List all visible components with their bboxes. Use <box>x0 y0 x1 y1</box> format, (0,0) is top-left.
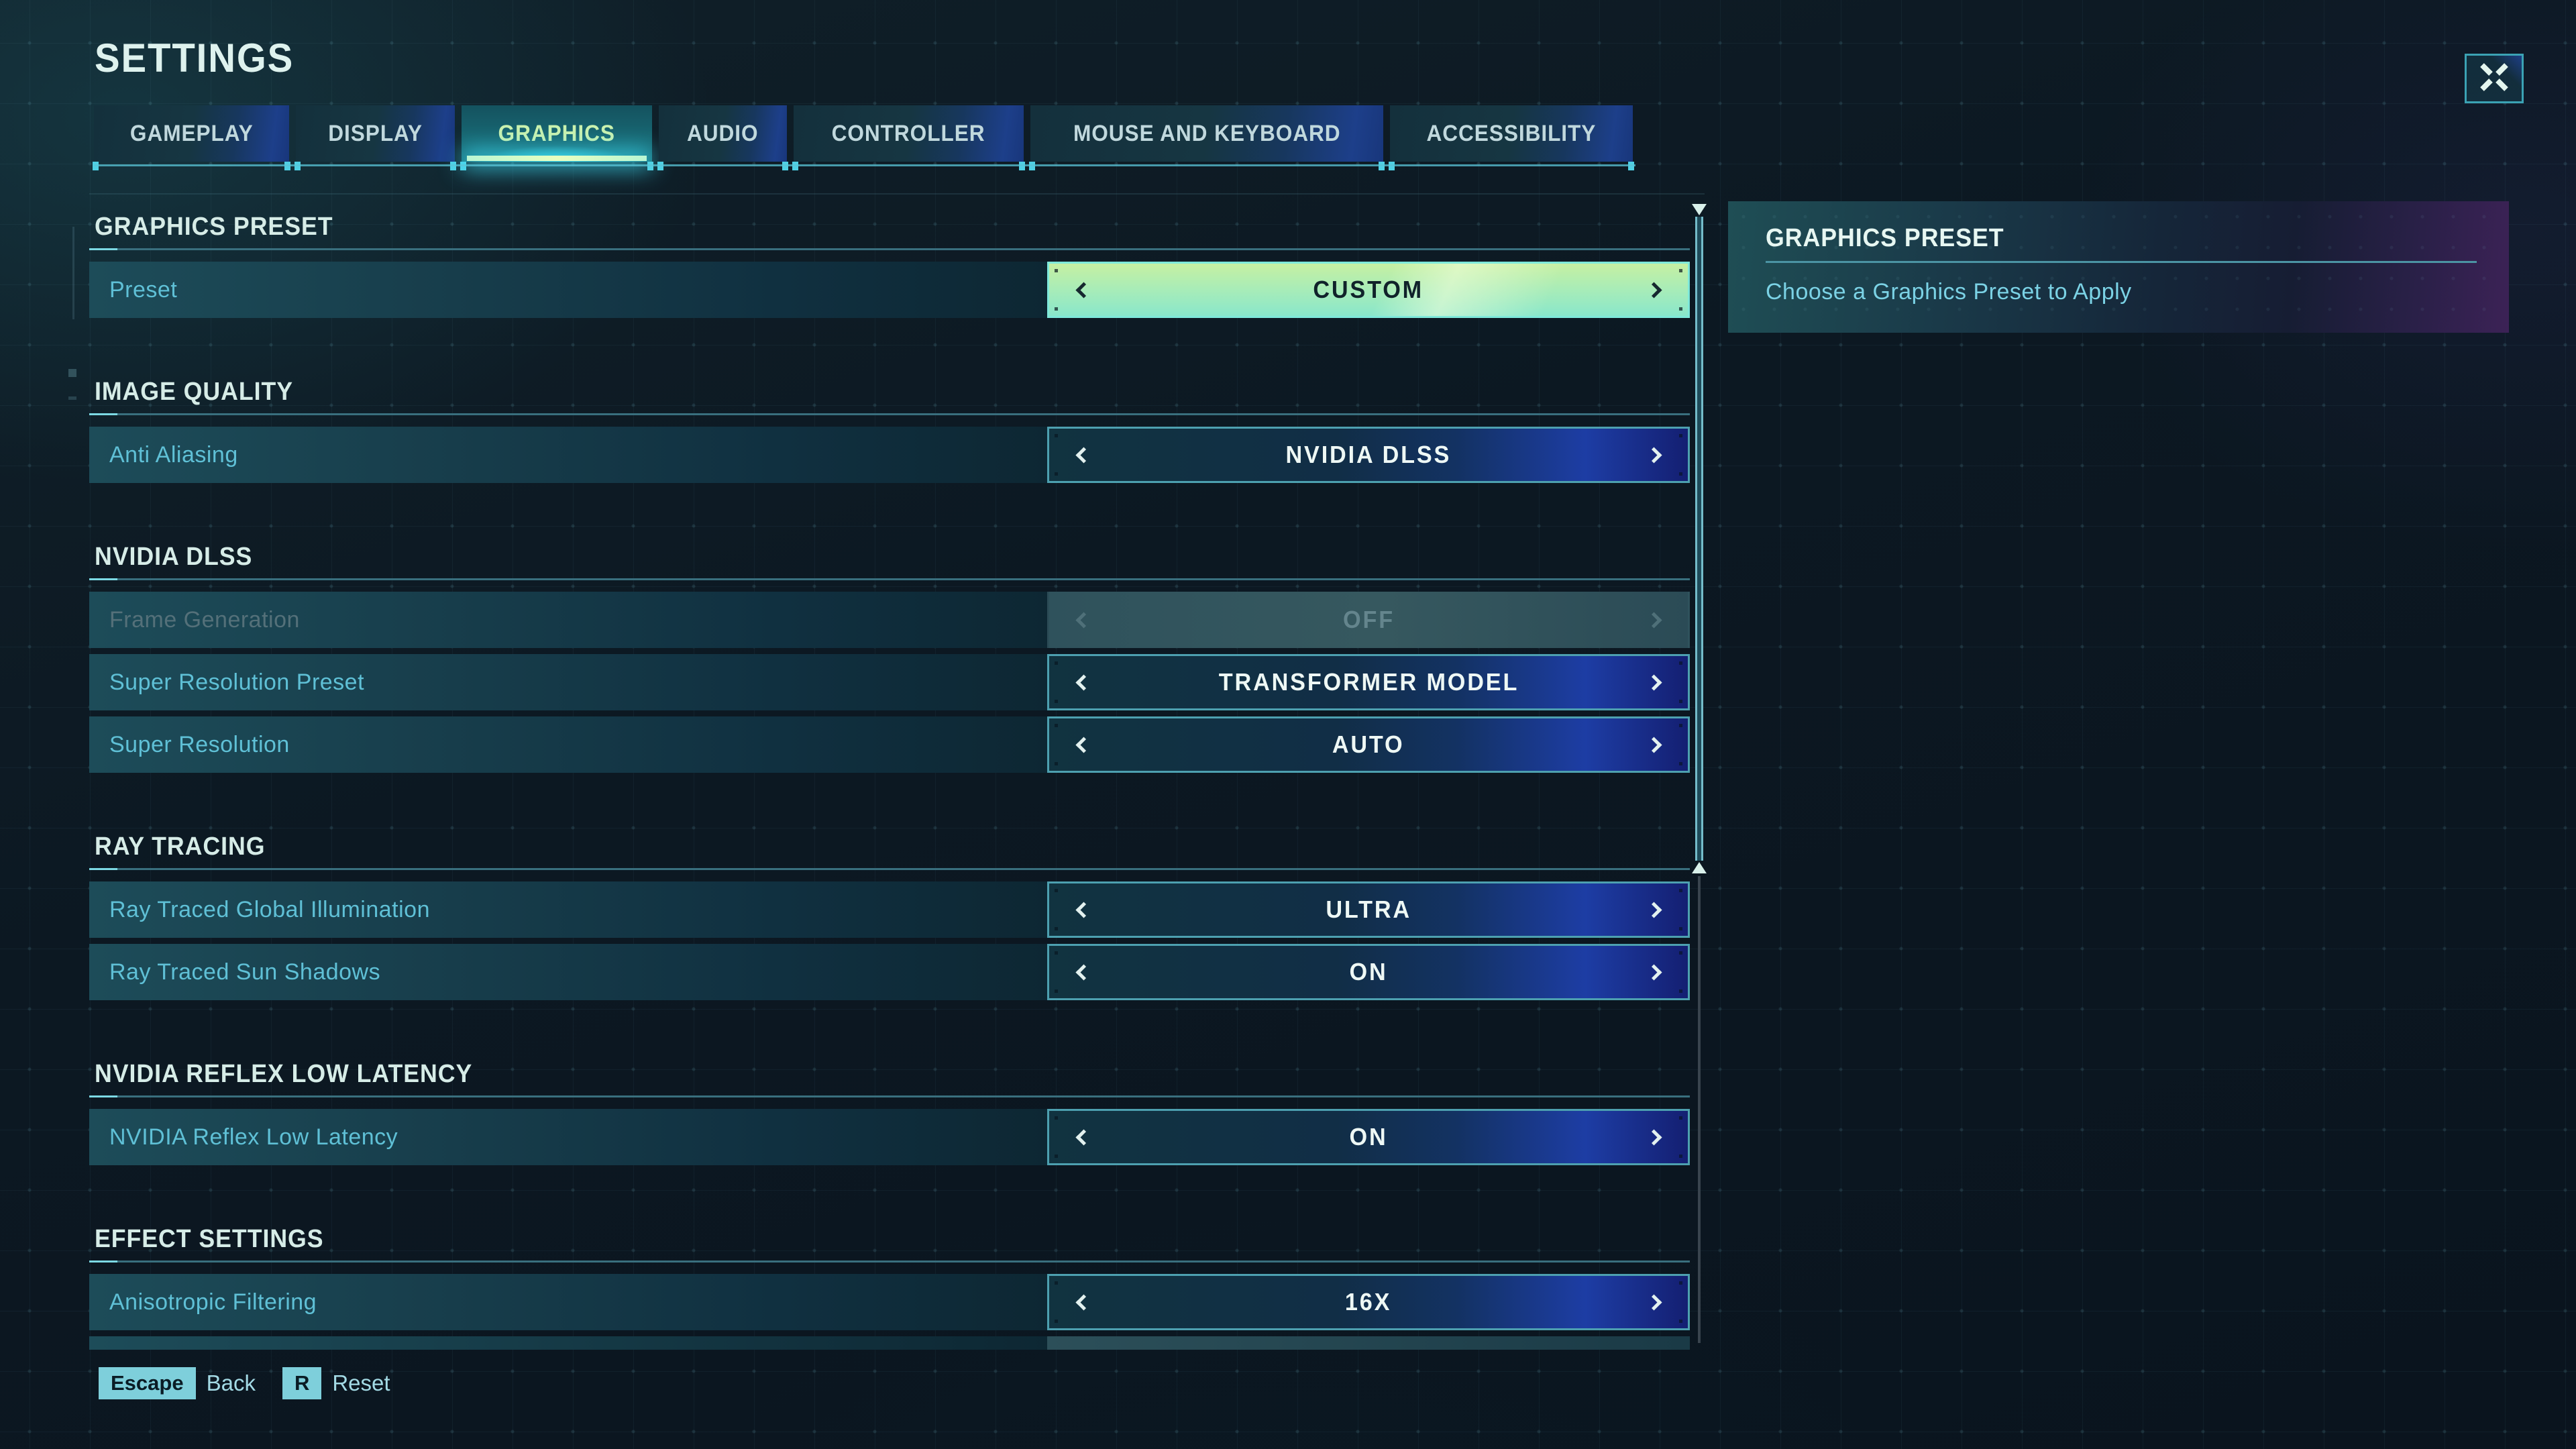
setting-label-cell: Ray Traced Global Illumination <box>89 881 1047 938</box>
info-panel: GRAPHICS PRESET Choose a Graphics Preset… <box>1728 201 2509 333</box>
anisotropic-filtering-selector[interactable]: 16X <box>1047 1274 1690 1330</box>
chevron-left-icon <box>1057 594 1104 646</box>
tab-audio[interactable]: AUDIO <box>657 105 788 170</box>
tab-gameplay[interactable]: GAMEPLAY <box>93 105 290 170</box>
escape-key-badge: Escape <box>99 1367 196 1399</box>
section-divider <box>89 1095 1690 1097</box>
chevron-left-icon[interactable] <box>1057 1111 1104 1163</box>
section-graphics-preset: GRAPHICS PRESET Preset CUSTOM <box>89 212 1705 318</box>
setting-label-cell: Super Resolution <box>89 716 1047 773</box>
collapse-x-icon <box>2479 62 2510 96</box>
chevron-right-icon[interactable] <box>1633 1111 1680 1163</box>
setting-label-cell: Super Resolution Preset <box>89 654 1047 710</box>
setting-label-cell: Frame Generation <box>89 592 1047 648</box>
setting-label-cell: NVIDIA Reflex Low Latency <box>89 1109 1047 1165</box>
chevron-right-icon[interactable] <box>1633 1276 1680 1328</box>
chevron-right-icon[interactable] <box>1633 429 1680 481</box>
setting-row-clipped <box>89 1336 1690 1350</box>
setting-label-cell: Ray Traced Sun Shadows <box>89 944 1047 1000</box>
panel-scrollbar[interactable] <box>1690 201 1709 1346</box>
tab-controller[interactable]: CONTROLLER <box>792 105 1025 170</box>
tab-mouse-and-keyboard[interactable]: MOUSE AND KEYBOARD <box>1029 105 1385 170</box>
setting-row-anti-aliasing: Anti Aliasing NVIDIA DLSS <box>89 427 1690 483</box>
section-divider <box>89 1260 1690 1263</box>
section-effect-settings: EFFECT SETTINGS Anisotropic Filtering 16… <box>89 1224 1705 1350</box>
chevron-left-icon[interactable] <box>1057 883 1104 936</box>
chevron-left-icon[interactable] <box>1057 946 1104 998</box>
chevron-left-icon[interactable] <box>1057 718 1104 771</box>
clipped-selector <box>1047 1336 1690 1350</box>
page-title: SETTINGS <box>95 36 294 80</box>
info-panel-heading: GRAPHICS PRESET <box>1766 224 2004 252</box>
section-divider <box>89 413 1690 415</box>
setting-row-super-resolution: Super Resolution AUTO <box>89 716 1690 773</box>
settings-tabs: GAMEPLAY DISPLAY GRAPHICS AUDIO CONTROLL… <box>93 105 1634 170</box>
hint-reset-label: Reset <box>332 1371 390 1395</box>
decorative-strip <box>68 227 76 400</box>
setting-row-ray-traced-global-illumination: Ray Traced Global Illumination ULTRA <box>89 881 1690 938</box>
setting-row-frame-generation: Frame Generation OFF <box>89 592 1690 648</box>
section-heading: RAY TRACING <box>95 833 266 861</box>
setting-row-super-resolution-preset: Super Resolution Preset TRANSFORMER MODE… <box>89 654 1690 710</box>
info-panel-description: Choose a Graphics Preset to Apply <box>1766 279 2132 305</box>
active-tab-underline <box>467 156 647 161</box>
anti-aliasing-selector[interactable]: NVIDIA DLSS <box>1047 427 1690 483</box>
chevron-right-icon[interactable] <box>1633 718 1680 771</box>
setting-label-cell: Anti Aliasing <box>89 427 1047 483</box>
chevron-left-icon[interactable] <box>1057 264 1104 316</box>
scrollbar-track[interactable] <box>1698 876 1701 1343</box>
setting-row-ray-traced-sun-shadows: Ray Traced Sun Shadows ON <box>89 944 1690 1000</box>
chevron-left-icon[interactable] <box>1057 656 1104 708</box>
chevron-right-icon[interactable] <box>1633 656 1680 708</box>
setting-row-nvidia-reflex: NVIDIA Reflex Low Latency ON <box>89 1109 1690 1165</box>
setting-row-preset: Preset CUSTOM <box>89 262 1690 318</box>
section-nvidia-dlss: NVIDIA DLSS Frame Generation OFF <box>89 542 1705 773</box>
info-panel-divider <box>1766 261 2477 263</box>
frame-generation-selector: OFF <box>1047 592 1690 648</box>
setting-label-cell: Anisotropic Filtering <box>89 1274 1047 1330</box>
chevron-right-icon[interactable] <box>1633 264 1680 316</box>
section-divider <box>89 248 1690 250</box>
ray-traced-global-illumination-selector[interactable]: ULTRA <box>1047 881 1690 938</box>
chevron-right-icon[interactable] <box>1633 883 1680 936</box>
hint-reset[interactable]: R Reset <box>282 1367 390 1399</box>
section-divider <box>89 868 1690 870</box>
r-key-badge: R <box>282 1367 322 1399</box>
setting-label-cell <box>89 1336 1047 1350</box>
section-heading: EFFECT SETTINGS <box>95 1225 324 1253</box>
scrollbar-thumb[interactable] <box>1695 217 1703 861</box>
setting-row-anisotropic-filtering: Anisotropic Filtering 16X <box>89 1274 1690 1330</box>
chevron-right-icon <box>1633 594 1680 646</box>
super-resolution-selector[interactable]: AUTO <box>1047 716 1690 773</box>
section-heading: NVIDIA DLSS <box>95 543 253 571</box>
section-ray-tracing: RAY TRACING Ray Traced Global Illuminati… <box>89 832 1705 1000</box>
setting-label-cell: Preset <box>89 262 1047 318</box>
chevron-left-icon[interactable] <box>1057 429 1104 481</box>
collapse-button[interactable] <box>2465 54 2524 103</box>
ray-traced-sun-shadows-selector[interactable]: ON <box>1047 944 1690 1000</box>
tab-display[interactable]: DISPLAY <box>294 105 456 170</box>
tab-accessibility[interactable]: ACCESSIBILITY <box>1389 105 1634 170</box>
section-heading: GRAPHICS PRESET <box>95 213 333 241</box>
triangle-down-icon <box>1692 204 1707 215</box>
section-image-quality: IMAGE QUALITY Anti Aliasing NVIDIA DLSS <box>89 377 1705 483</box>
hint-back-label: Back <box>206 1371 256 1395</box>
chevron-right-icon[interactable] <box>1633 946 1680 998</box>
preset-selector[interactable]: CUSTOM <box>1047 262 1690 318</box>
nvidia-reflex-selector[interactable]: ON <box>1047 1109 1690 1165</box>
tabs-baseline <box>94 164 1635 166</box>
section-heading: IMAGE QUALITY <box>95 378 293 406</box>
hint-back[interactable]: Escape Back <box>99 1367 256 1399</box>
chevron-left-icon[interactable] <box>1057 1276 1104 1328</box>
section-heading: NVIDIA REFLEX LOW LATENCY <box>95 1060 473 1088</box>
tab-graphics[interactable]: GRAPHICS <box>460 105 653 170</box>
graphics-settings-panel: GRAPHICS PRESET Preset CUSTOM IM <box>89 193 1705 1350</box>
section-divider <box>89 578 1690 580</box>
super-resolution-preset-selector[interactable]: TRANSFORMER MODEL <box>1047 654 1690 710</box>
footer-key-hints: Escape Back R Reset <box>99 1367 390 1399</box>
triangle-up-icon <box>1692 862 1707 873</box>
section-nvidia-reflex: NVIDIA REFLEX LOW LATENCY NVIDIA Reflex … <box>89 1059 1705 1165</box>
